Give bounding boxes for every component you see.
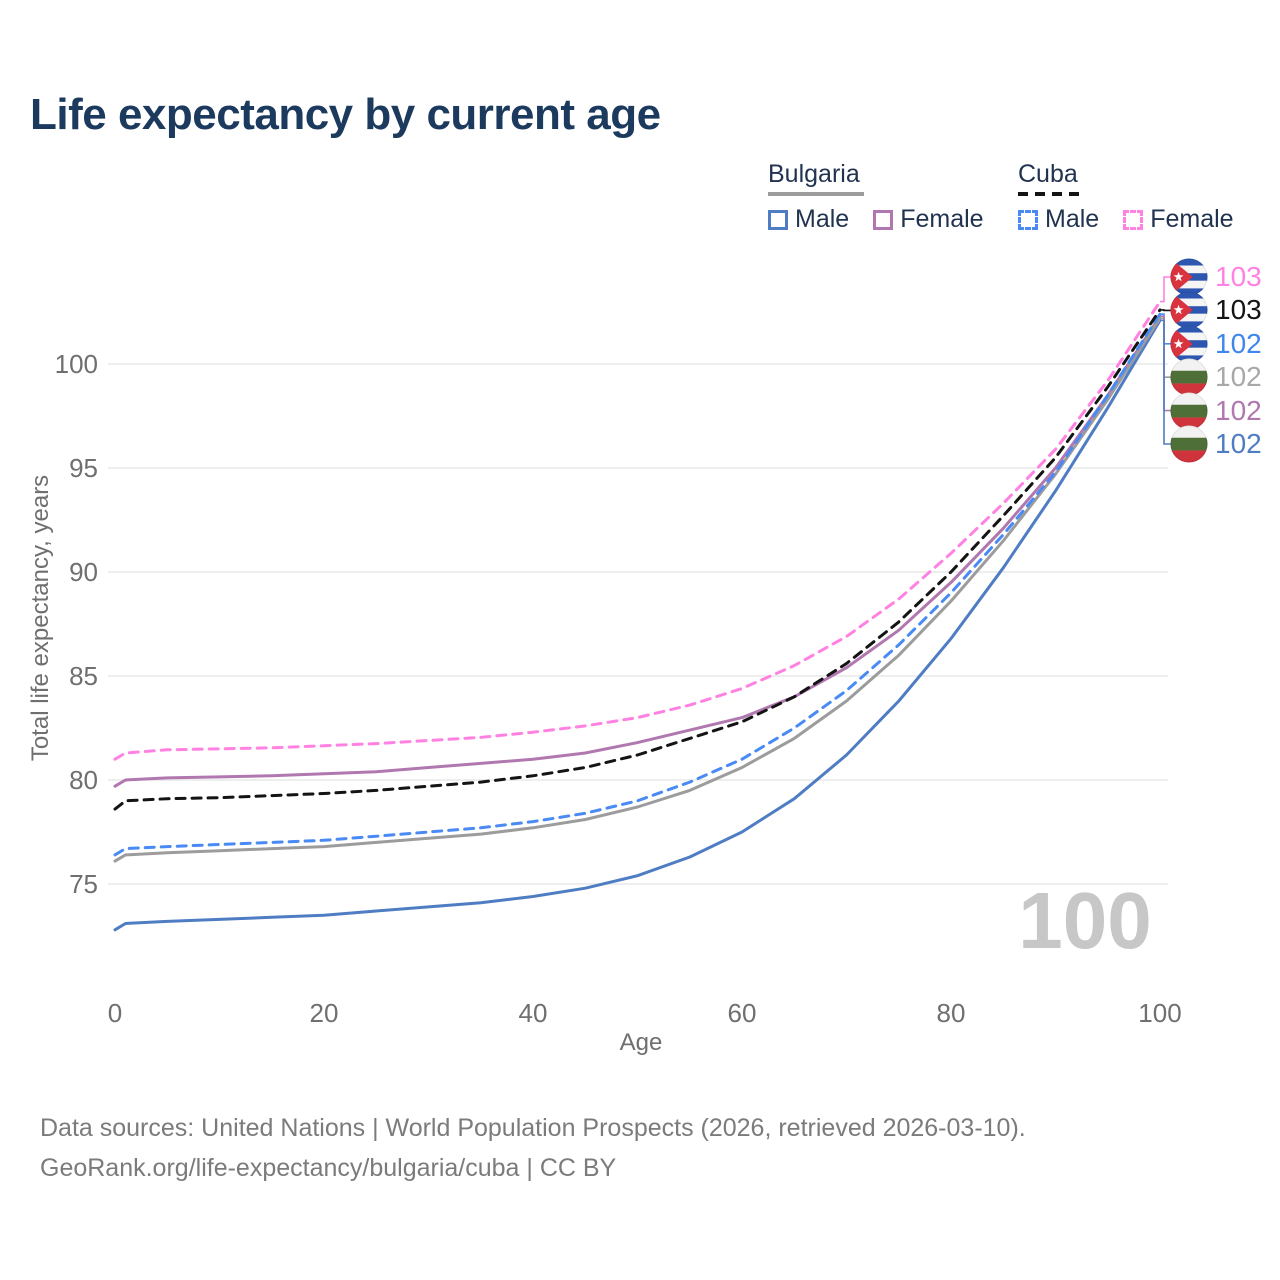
x-tick-label: 60 [728,998,757,1028]
chart-title: Life expectancy by current age [30,90,661,139]
legend-item-cuba-male[interactable]: Male [1018,205,1099,234]
cuba-flag-icon [1170,291,1208,329]
y-tick-label: 85 [69,661,98,691]
footer-attribution: GeoRank.org/life-expectancy/bulgaria/cub… [40,1154,617,1182]
end-label-value: 102 [1215,428,1262,459]
end-label-value: 102 [1215,327,1262,359]
end-label-value: 103 [1215,294,1262,326]
cuba-male-swatch-icon [1018,209,1038,230]
series-line-bulgaria-male[interactable] [113,318,1162,932]
end-label-connector-bulgaria-male [1160,319,1171,445]
bulgaria-flag-icon [1170,358,1208,396]
end-label-value: 102 [1215,361,1262,393]
cuba-flag-icon [1170,325,1208,363]
end-label-row-cuba-total[interactable]: 103 [1170,291,1262,329]
y-tick-label: 100 [55,349,98,379]
end-label-row-cuba-male[interactable]: 102 [1170,325,1262,363]
x-axis-title: Age [620,1029,663,1056]
series-line-bulgaria-total[interactable] [113,316,1162,863]
end-label-value: 103 [1215,261,1262,292]
end-label-row-bulgaria-male[interactable]: 102 [1170,425,1262,463]
footer-sources: Data sources: United Nations | World Pop… [40,1114,1026,1142]
legend-linestyle-dashed [1018,192,1080,196]
footer: Data sources: United Nations | World Pop… [40,1108,1026,1188]
y-tick-label: 90 [69,557,98,587]
x-tick-label: 100 [1138,998,1181,1028]
x-tick-label: 20 [310,998,339,1028]
end-label-value: 102 [1215,394,1262,426]
series-line-cuba-total[interactable] [113,308,1162,811]
series-line-cuba-male[interactable] [113,312,1162,857]
series-line-cuba-female[interactable] [113,300,1162,761]
x-tick-label: 40 [519,998,548,1028]
y-tick-label: 80 [69,765,98,795]
legend-item-label: Male [1045,205,1100,233]
x-tick-label: 80 [937,998,966,1028]
y-tick-label: 75 [69,869,98,899]
legend-item-label: Male [795,205,850,233]
y-tick-label: 95 [69,453,98,483]
legend-group-cuba: Cuba Male Female [1018,160,1234,234]
legend-item-cuba-female[interactable]: Female [1123,205,1234,234]
cuba-female-swatch-icon [1123,209,1144,230]
bulgaria-male-swatch-icon [768,209,788,230]
cuba-flag-icon [1170,258,1208,296]
legend-item-bulgaria-female[interactable]: Female [873,205,984,234]
series-line-bulgaria-female[interactable] [113,314,1162,788]
bulgaria-flag-icon [1170,392,1208,430]
end-label-connector-cuba-total [1160,309,1171,312]
bulgaria-flag-icon [1170,425,1208,463]
legend-item-bulgaria-male[interactable]: Male [768,205,849,234]
x-tick-label: 0 [108,998,122,1028]
end-label-row-bulgaria-female[interactable]: 102 [1170,392,1262,430]
end-label-row-cuba-female[interactable]: 103 [1170,258,1262,296]
y-axis-title: Total life expectancy, years [27,475,54,761]
legend-country-bulgaria[interactable]: Bulgaria [768,160,860,188]
legend-country-cuba[interactable]: Cuba [1018,160,1078,188]
legend-linestyle-solid [768,192,864,196]
bulgaria-female-swatch-icon [873,209,894,230]
end-label-row-bulgaria-total[interactable]: 102 [1170,358,1262,396]
legend-item-label: Female [900,205,984,233]
hover-age-watermark: 100 [1018,876,1151,965]
legend-item-label: Female [1150,205,1234,233]
end-label-connector-cuba-female [1160,276,1171,303]
legend-group-bulgaria: Bulgaria Male Female [768,160,984,234]
